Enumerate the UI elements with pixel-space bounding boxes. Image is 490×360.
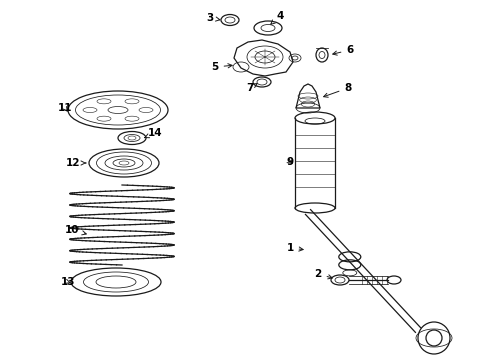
Text: 2: 2 [315,269,332,279]
Text: 6: 6 [333,45,354,55]
Text: 9: 9 [287,157,294,167]
Text: 12: 12 [66,158,86,168]
Text: 1: 1 [286,243,303,253]
Text: 7: 7 [246,83,257,93]
Text: 13: 13 [61,277,75,287]
Text: 14: 14 [145,128,162,138]
Text: 3: 3 [206,13,220,23]
Text: 5: 5 [211,62,232,72]
Text: 4: 4 [271,11,284,24]
Text: 8: 8 [323,83,352,97]
Text: 10: 10 [65,225,86,235]
Text: 11: 11 [58,103,72,113]
